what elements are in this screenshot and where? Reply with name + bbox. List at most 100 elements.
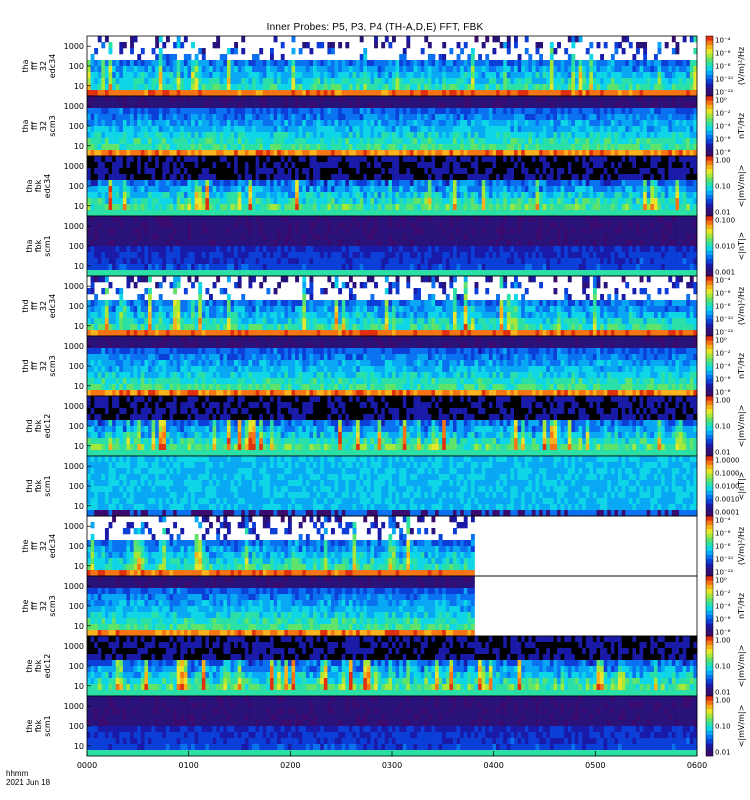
panel-label: thefff32edc34 [21, 534, 57, 559]
colorbar-segment [706, 636, 713, 641]
panel-label-line: 32 [39, 61, 48, 71]
colorbar-segment [706, 563, 713, 568]
panel-thd-scm3: 10 100 1000 thdfff32scm3 10⁰ 10⁻² 10⁻⁴ 10⁻⁶ 10⁻⁸… [21, 335, 746, 397]
panel-label-line: scm3 [48, 595, 57, 616]
colorbar-segment [706, 571, 713, 577]
colorbar-tick-label: 0.1000 [715, 470, 740, 478]
colorbar-segment [706, 593, 713, 598]
colorbar-tick-label: 0.10 [715, 663, 731, 671]
colorbar-segment [706, 160, 713, 165]
colorbar-segment [706, 537, 713, 543]
y-tick-label: 10 [74, 682, 84, 691]
colorbar-unit-label: <|mV/m|> [737, 165, 746, 208]
colorbar-tick-label: 10⁻⁴ [715, 123, 731, 131]
colorbar-segment [706, 216, 713, 221]
panel-the-edc12: 10 100 1000 thefbkedc12 1.00 0.10 0.01 <|mV/m|> [25, 635, 746, 697]
colorbar-tick-label: 1.00 [715, 637, 731, 645]
x-tick-label: 0200 [280, 761, 300, 770]
colorbar-segment [706, 138, 713, 144]
colorbar-segment [706, 447, 713, 453]
colorbar-tick-label: 10⁻¹⁰ [715, 316, 733, 324]
panel-tha-scm1: 10 100 1000 thafbkscm1 0.100 0.010 0.001<|nT|> [25, 215, 746, 277]
colorbar-segment [706, 503, 713, 508]
panel-label-line: edc34 [43, 174, 52, 199]
colorbar-segment [706, 738, 713, 744]
colorbar-segment [706, 370, 713, 375]
panel-label-line: scm1 [43, 715, 52, 736]
panel-label-line: thd [25, 419, 34, 432]
panel-label-line: fbk [34, 419, 43, 432]
y-tick-label: 100 [69, 302, 84, 311]
y-tick-label: 100 [69, 482, 84, 491]
panel-label-line: 32 [39, 361, 48, 371]
y-tick-label: 100 [69, 122, 84, 131]
colorbar-segment [706, 327, 713, 333]
panel-label: thafbkscm1 [25, 235, 52, 256]
y-tick-label: 10 [74, 322, 84, 331]
y-tick-label: 1000 [64, 642, 84, 651]
colorbar-segment [706, 606, 713, 611]
colorbar-tick-label: 0.010 [715, 243, 735, 251]
y-tick-label: 1000 [64, 342, 84, 351]
panel-thd-edc34: 10 100 1000 thdfff32edc34 10⁻⁴ 10⁻⁶ 10⁻⁸ 10⁻¹⁰ 1… [21, 275, 746, 337]
colorbar-segment [706, 254, 713, 260]
colorbar-segment [706, 36, 713, 41]
colorbar-segment [706, 751, 713, 757]
colorbar-tick-label: 1.00 [715, 397, 731, 405]
colorbar-segment [706, 657, 713, 663]
y-tick-label: 100 [69, 602, 84, 611]
colorbar-segment [706, 678, 713, 684]
colorbar-segment [706, 61, 713, 67]
colorbar-segment [706, 588, 713, 594]
colorbar-segment [706, 567, 713, 573]
colorbar-tick-label: 0.10 [715, 183, 731, 191]
y-tick-label: 1000 [64, 702, 84, 711]
x-axis-date-label: 2021 Jun 18 [6, 778, 51, 787]
y-tick-label: 1000 [64, 222, 84, 231]
colorbar-segment [706, 498, 713, 504]
colorbar-tick-label: 1.00 [715, 157, 731, 165]
colorbar-segment [706, 704, 713, 710]
panel-label-line: scm3 [48, 355, 57, 376]
colorbar-segment [706, 130, 713, 135]
colorbar-segment [706, 533, 713, 538]
colorbar-segment [706, 331, 713, 337]
panel-label: thefbkedc12 [25, 654, 52, 679]
colorbar-tick-label: 0.10 [715, 423, 731, 431]
y-tick-label: 1000 [64, 522, 84, 531]
colorbar-segment [706, 734, 713, 740]
panel-label-line: 32 [39, 541, 48, 551]
panel-label-line: edc34 [48, 534, 57, 559]
panel-label-line: fbk [34, 179, 43, 192]
y-tick-label: 1000 [64, 102, 84, 111]
y-tick-label: 10 [74, 742, 84, 751]
y-tick-label: 10 [74, 562, 84, 571]
colorbar-segment [706, 220, 713, 225]
panel-the-scm3: 10 100 1000 thefff32scm3 10⁰ 10⁻² 10⁻⁴ 10⁻⁶ 10⁻⁸… [21, 575, 746, 637]
colorbar-segment [706, 576, 713, 581]
colorbar-segment [706, 623, 713, 628]
colorbar-segment [706, 121, 713, 127]
panel-label-line: edc12 [43, 654, 52, 679]
colorbar-unit-label: <|nT|> [737, 472, 746, 501]
y-tick-label: 100 [69, 422, 84, 431]
colorbar-segment [706, 91, 713, 97]
colorbar-segment [706, 528, 713, 534]
colorbar-segment [706, 554, 713, 560]
panel-label: thefff32scm3 [21, 595, 57, 616]
colorbar-tick-label: 0.01 [715, 689, 731, 697]
panel-label-line: tha [25, 239, 34, 252]
colorbar-segment [706, 417, 713, 423]
panel-label-line: scm3 [48, 115, 57, 136]
colorbar-segment [706, 674, 713, 680]
y-tick-label: 100 [69, 662, 84, 671]
colorbar-segment [706, 87, 713, 93]
colorbar-segment [706, 726, 713, 731]
colorbar-segment [706, 396, 713, 401]
colorbar-unit-label: nT²/Hz [737, 113, 746, 139]
colorbar-segment [706, 126, 713, 131]
colorbar-segment [706, 666, 713, 671]
colorbar-segment [706, 631, 713, 637]
y-tick-label: 100 [69, 362, 84, 371]
colorbar-segment [706, 524, 713, 530]
